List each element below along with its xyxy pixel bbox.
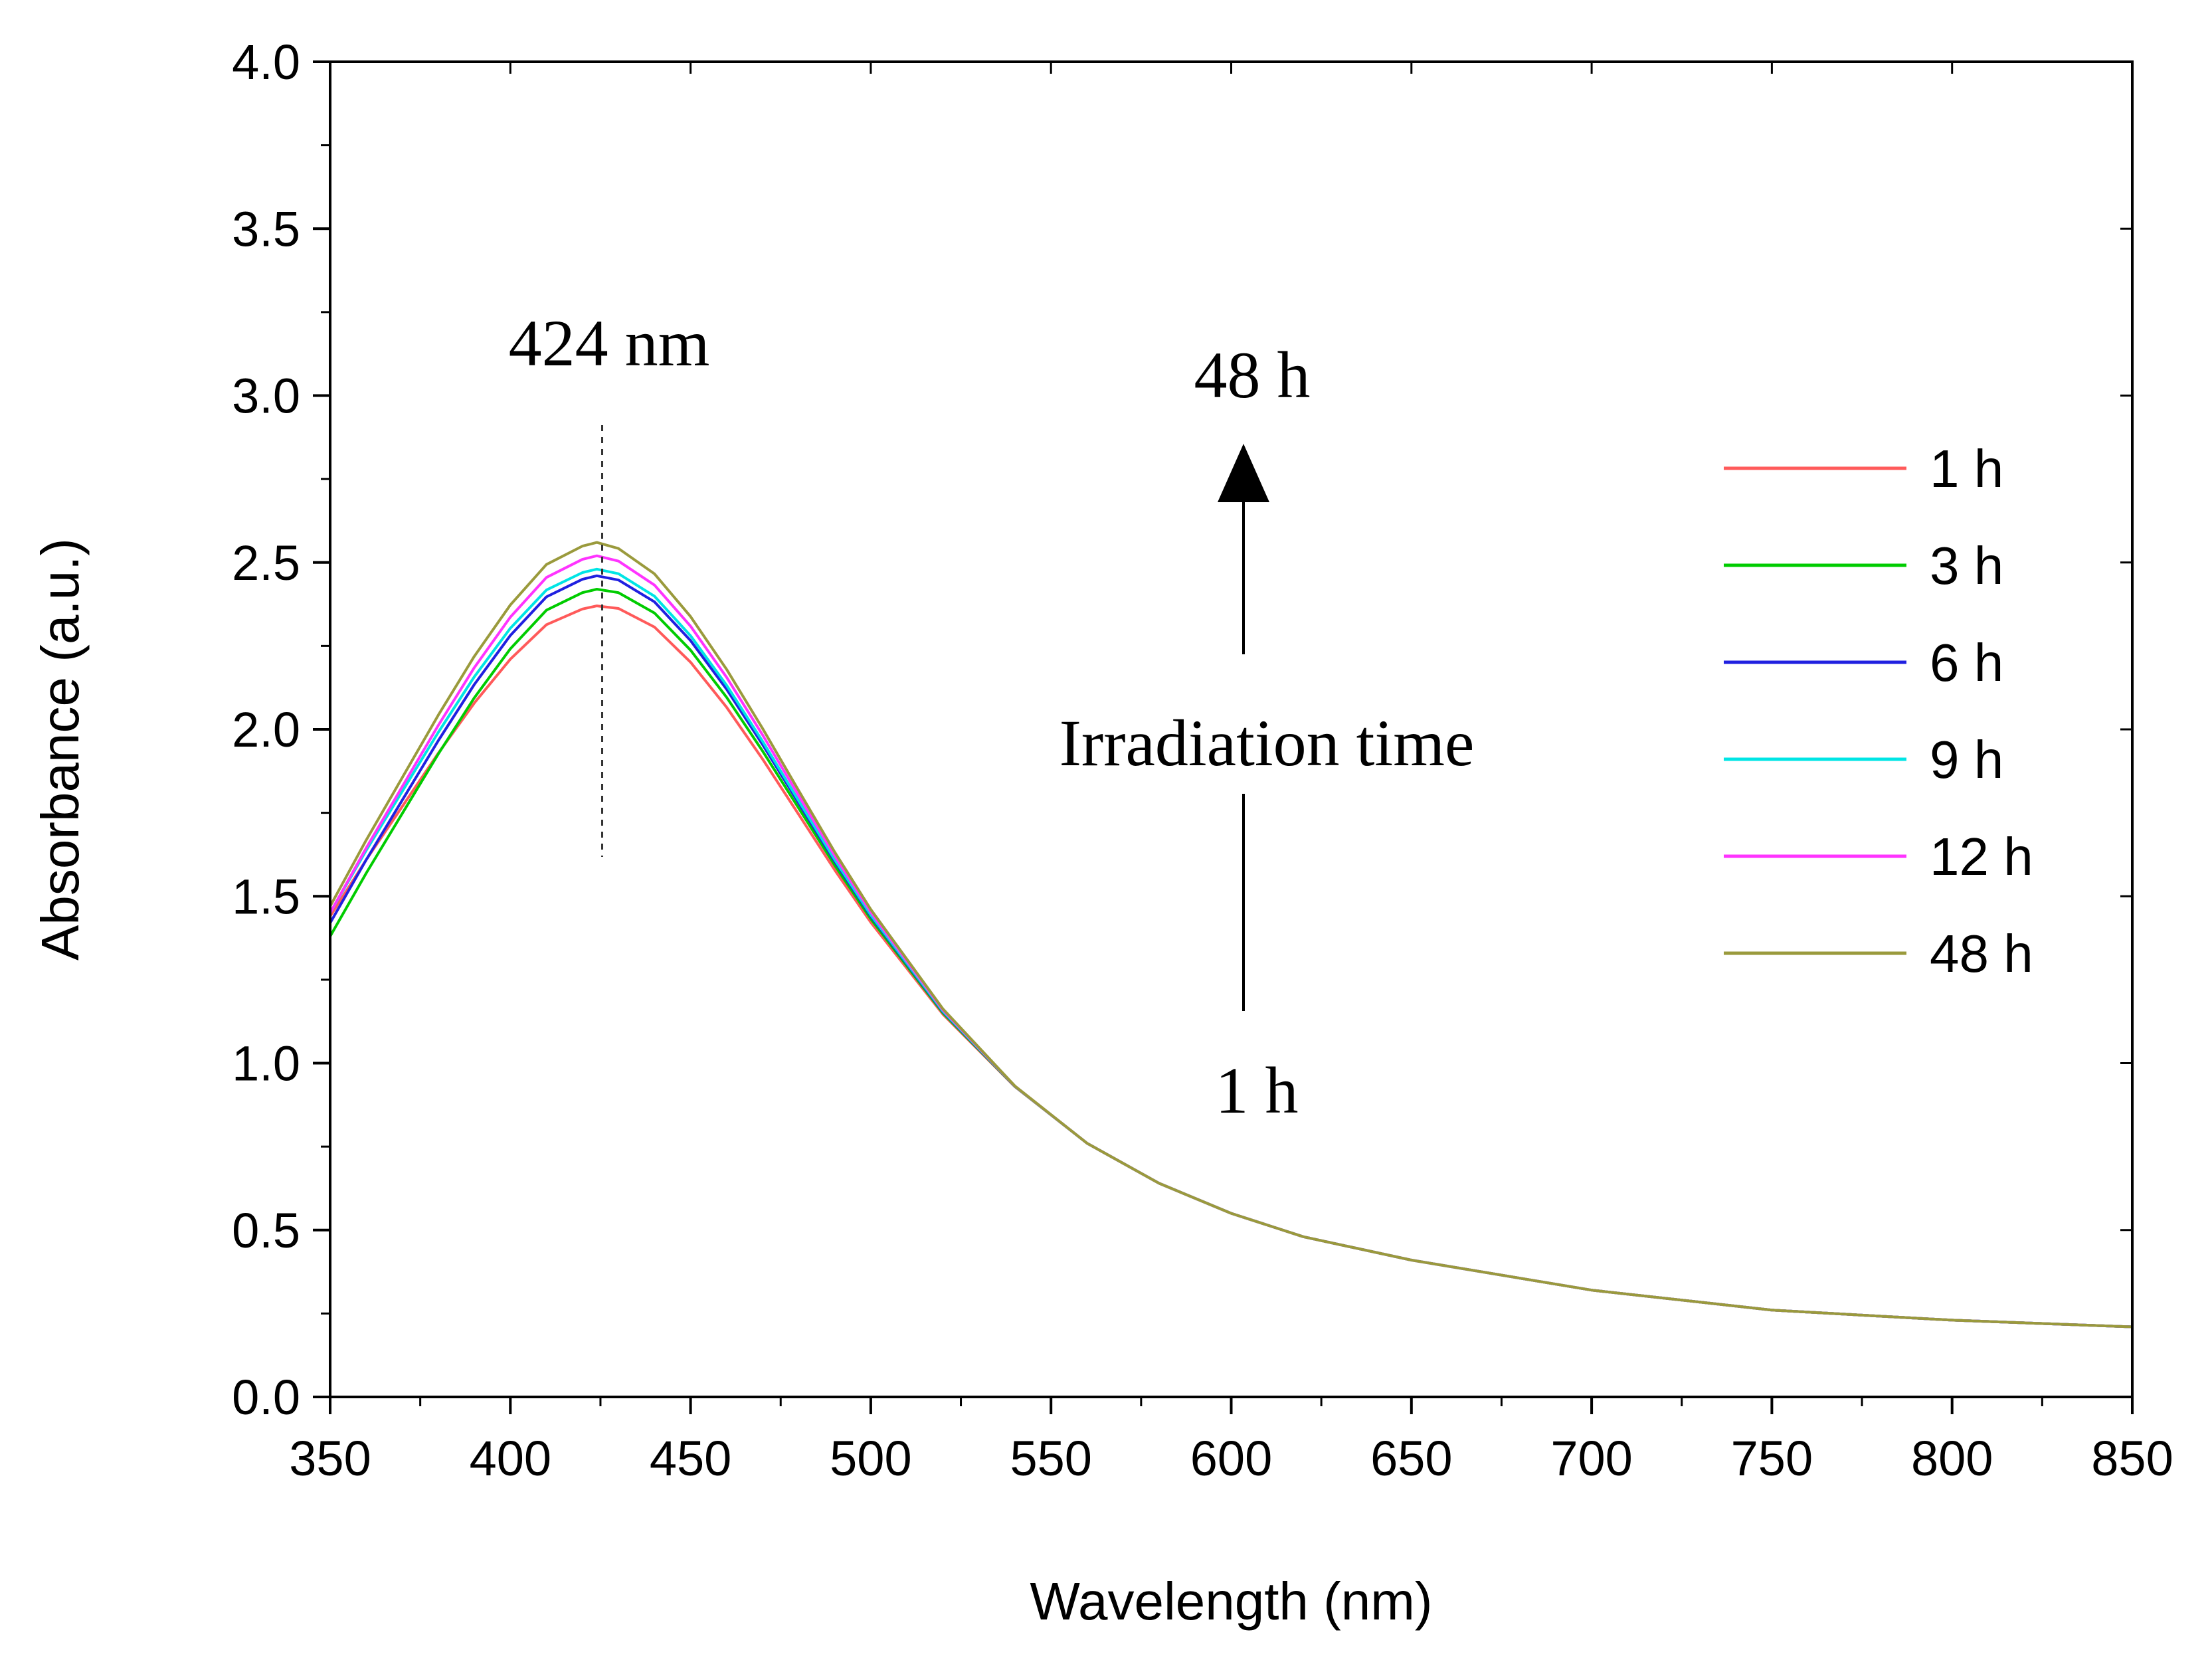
legend-label: 3 h	[1930, 536, 2003, 595]
x-tick-label: 800	[1911, 1431, 1993, 1486]
y-tick-label: 1.5	[232, 869, 300, 924]
y-tick-label: 4.0	[232, 35, 300, 90]
y-tick-label: 1.0	[232, 1036, 300, 1091]
legend: 1 h 3 h 6 h 9 h 12 h 48 h	[1724, 439, 2033, 983]
series-line-12h	[329, 554, 2133, 1329]
y-tick-label: 3.5	[232, 201, 300, 256]
x-axis-title: Wavelength (nm)	[1030, 1572, 1432, 1631]
axes: 350 400 450 500 550 600 650 700 750 800 850 0.0 0.5 1…	[31, 35, 2173, 1631]
plot-area	[329, 541, 2133, 1329]
x-tick-label: 500	[830, 1431, 911, 1486]
y-tick-label: 2.5	[232, 535, 300, 591]
x-tick-label: 850	[2091, 1431, 2173, 1486]
x-tick-label: 700	[1550, 1431, 1632, 1486]
y-axis-title: Absorbance (a.u.)	[31, 538, 90, 961]
legend-label: 12 h	[1930, 827, 2033, 886]
x-tick-label: 650	[1370, 1431, 1452, 1486]
arrow-bottom-label: 1 h	[1216, 1054, 1299, 1127]
arrow-top-label: 48 h	[1194, 338, 1311, 412]
peak-label: 424 nm	[509, 306, 710, 380]
legend-label: 9 h	[1930, 730, 2003, 789]
legend-label: 48 h	[1930, 924, 2033, 983]
series-line-48h	[329, 541, 2133, 1329]
y-tick-label: 0.5	[232, 1203, 300, 1258]
series-line-3h	[329, 588, 2133, 1329]
x-tick-label: 750	[1731, 1431, 1813, 1486]
x-tick-label: 350	[289, 1431, 371, 1486]
legend-label: 1 h	[1930, 439, 2003, 498]
arrow-up-head	[1218, 444, 1269, 502]
x-tick-label: 450	[650, 1431, 731, 1486]
y-tick-label: 3.0	[232, 369, 300, 424]
x-tick-label: 600	[1190, 1431, 1272, 1486]
legend-label: 6 h	[1930, 633, 2003, 692]
y-tick-label: 2.0	[232, 702, 300, 757]
x-tick-label: 550	[1010, 1431, 1091, 1486]
arrow-middle-label: Irradiation time	[1060, 706, 1475, 780]
y-tick-label: 0.0	[232, 1370, 300, 1425]
annotations: 424 nm 48 h Irradiation time 1 h	[509, 306, 1475, 1127]
x-tick-label: 400	[470, 1431, 551, 1486]
